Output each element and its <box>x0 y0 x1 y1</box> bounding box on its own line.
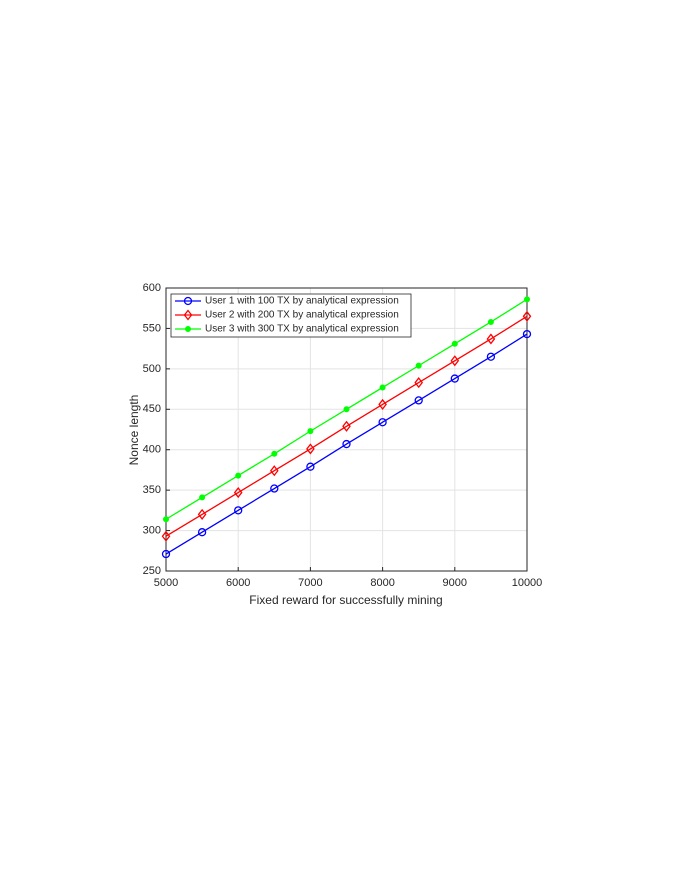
y-tick-label: 600 <box>143 282 161 294</box>
y-tick-label: 550 <box>143 322 161 334</box>
y-axis-label: Nonce length <box>127 395 141 466</box>
y-tick-label: 350 <box>143 484 161 496</box>
marker <box>379 384 386 391</box>
y-tick-label: 450 <box>143 403 161 415</box>
x-tick-label: 8000 <box>370 577 394 589</box>
marker <box>378 418 387 427</box>
marker <box>234 506 243 515</box>
marker <box>199 494 206 501</box>
marker <box>269 465 279 477</box>
y-tick-label: 300 <box>143 524 161 536</box>
x-tick-label: 6000 <box>226 577 250 589</box>
legend: User 1 with 100 TX by analytical express… <box>170 293 412 338</box>
y-tick-label: 400 <box>143 444 161 456</box>
marker <box>450 355 460 367</box>
marker <box>343 406 350 413</box>
y-tick-label: 500 <box>143 363 161 375</box>
marker <box>486 352 496 361</box>
marker <box>522 310 532 322</box>
marker <box>524 296 530 303</box>
marker <box>233 487 243 499</box>
marker <box>342 439 351 449</box>
marker <box>487 318 494 325</box>
marker <box>183 296 193 306</box>
marker <box>161 530 171 542</box>
marker <box>415 362 422 369</box>
marker <box>161 549 171 559</box>
marker <box>486 333 496 345</box>
marker <box>378 398 387 410</box>
marker <box>183 309 193 321</box>
marker <box>306 443 315 455</box>
series-line <box>165 333 528 555</box>
marker <box>163 516 169 523</box>
legend-label: User 1 with 100 TX by analytical express… <box>205 296 399 307</box>
marker <box>342 420 351 432</box>
marker <box>185 326 191 332</box>
legend-label: User 3 with 300 TX by analytical express… <box>205 324 399 335</box>
x-tick-label: 10000 <box>512 577 543 589</box>
marker <box>306 462 315 471</box>
legend-box <box>170 293 412 338</box>
marker <box>235 472 242 479</box>
y-tick-label: 250 <box>143 565 161 577</box>
marker <box>307 428 314 435</box>
marker <box>271 450 278 457</box>
marker <box>197 508 207 520</box>
marker <box>197 528 207 537</box>
x-tick-label: 9000 <box>443 577 467 589</box>
x-tick-label: 5000 <box>154 577 178 589</box>
legend-label: User 2 with 200 TX by analytical express… <box>205 310 399 321</box>
x-tick-label: 7000 <box>298 577 322 589</box>
x-axis-label: Fixed reward for successfully mining <box>249 593 442 607</box>
axes-box <box>165 287 528 572</box>
marker <box>451 340 458 347</box>
marker <box>414 396 423 405</box>
marker <box>522 329 532 339</box>
marker <box>270 484 279 493</box>
series-line <box>165 315 528 537</box>
marker <box>414 377 424 389</box>
marker <box>450 374 459 383</box>
